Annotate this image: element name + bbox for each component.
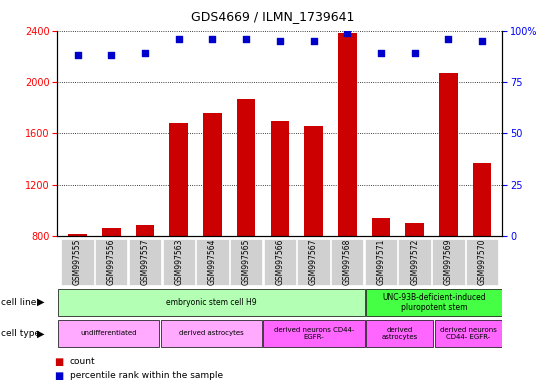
Text: GSM997567: GSM997567 bbox=[309, 239, 318, 285]
Text: GSM997570: GSM997570 bbox=[478, 239, 486, 285]
FancyBboxPatch shape bbox=[432, 239, 465, 285]
Text: derived
astrocytes: derived astrocytes bbox=[382, 327, 418, 339]
FancyBboxPatch shape bbox=[435, 319, 502, 347]
Text: embryonic stem cell H9: embryonic stem cell H9 bbox=[166, 298, 257, 307]
Text: GSM997563: GSM997563 bbox=[174, 239, 183, 285]
Bar bbox=[203, 113, 222, 339]
Text: derived astrocytes: derived astrocytes bbox=[179, 330, 244, 336]
Bar bbox=[271, 121, 289, 339]
Bar bbox=[237, 99, 256, 339]
Text: UNC-93B-deficient-induced
pluropotent stem: UNC-93B-deficient-induced pluropotent st… bbox=[382, 293, 486, 312]
Text: GSM997565: GSM997565 bbox=[242, 239, 251, 285]
FancyBboxPatch shape bbox=[95, 239, 127, 285]
Text: ■: ■ bbox=[55, 357, 64, 367]
Text: count: count bbox=[70, 357, 96, 366]
FancyBboxPatch shape bbox=[399, 239, 431, 285]
FancyBboxPatch shape bbox=[230, 239, 262, 285]
Text: GSM997556: GSM997556 bbox=[107, 239, 116, 285]
Text: cell type: cell type bbox=[1, 329, 40, 338]
Point bbox=[107, 52, 116, 58]
Text: GSM997571: GSM997571 bbox=[376, 239, 385, 285]
Bar bbox=[439, 73, 458, 339]
Point bbox=[444, 36, 453, 42]
Bar bbox=[169, 123, 188, 339]
Point bbox=[343, 30, 352, 36]
Text: derived neurons CD44-
EGFR-: derived neurons CD44- EGFR- bbox=[274, 327, 354, 339]
FancyBboxPatch shape bbox=[331, 239, 364, 285]
FancyBboxPatch shape bbox=[58, 289, 365, 316]
Point bbox=[275, 38, 284, 44]
FancyBboxPatch shape bbox=[163, 239, 195, 285]
FancyBboxPatch shape bbox=[196, 239, 229, 285]
FancyBboxPatch shape bbox=[263, 319, 365, 347]
FancyBboxPatch shape bbox=[58, 319, 159, 347]
Text: GSM997569: GSM997569 bbox=[444, 239, 453, 285]
FancyBboxPatch shape bbox=[366, 289, 502, 316]
Text: GSM997564: GSM997564 bbox=[208, 239, 217, 285]
Point bbox=[478, 38, 486, 44]
FancyBboxPatch shape bbox=[61, 239, 94, 285]
Text: ▶: ▶ bbox=[37, 328, 45, 338]
Point bbox=[309, 38, 318, 44]
Text: ■: ■ bbox=[55, 371, 64, 381]
Bar bbox=[304, 126, 323, 339]
FancyBboxPatch shape bbox=[129, 239, 161, 285]
Text: cell line: cell line bbox=[1, 298, 37, 307]
Point bbox=[242, 36, 251, 42]
Bar bbox=[405, 223, 424, 339]
Text: GSM997555: GSM997555 bbox=[73, 239, 82, 285]
Bar bbox=[473, 163, 491, 339]
Point bbox=[141, 50, 150, 56]
Point bbox=[208, 36, 217, 42]
Text: GSM997568: GSM997568 bbox=[343, 239, 352, 285]
Bar bbox=[136, 225, 155, 339]
Text: undifferentiated: undifferentiated bbox=[80, 330, 137, 336]
Bar bbox=[372, 218, 390, 339]
Text: GSM997566: GSM997566 bbox=[275, 239, 284, 285]
Text: derived neurons
CD44- EGFR-: derived neurons CD44- EGFR- bbox=[440, 327, 496, 339]
Point bbox=[174, 36, 183, 42]
Bar bbox=[102, 228, 121, 339]
FancyBboxPatch shape bbox=[366, 319, 433, 347]
FancyBboxPatch shape bbox=[466, 239, 498, 285]
Point bbox=[377, 50, 385, 56]
Text: GSM997557: GSM997557 bbox=[140, 239, 150, 285]
Text: GSM997572: GSM997572 bbox=[410, 239, 419, 285]
Bar bbox=[338, 33, 357, 339]
Bar bbox=[68, 234, 87, 339]
Text: GDS4669 / ILMN_1739641: GDS4669 / ILMN_1739641 bbox=[191, 10, 355, 23]
Text: percentile rank within the sample: percentile rank within the sample bbox=[70, 371, 223, 380]
FancyBboxPatch shape bbox=[264, 239, 296, 285]
FancyBboxPatch shape bbox=[365, 239, 397, 285]
Text: ▶: ▶ bbox=[37, 297, 45, 307]
Point bbox=[73, 52, 82, 58]
FancyBboxPatch shape bbox=[298, 239, 330, 285]
Point bbox=[410, 50, 419, 56]
FancyBboxPatch shape bbox=[161, 319, 262, 347]
